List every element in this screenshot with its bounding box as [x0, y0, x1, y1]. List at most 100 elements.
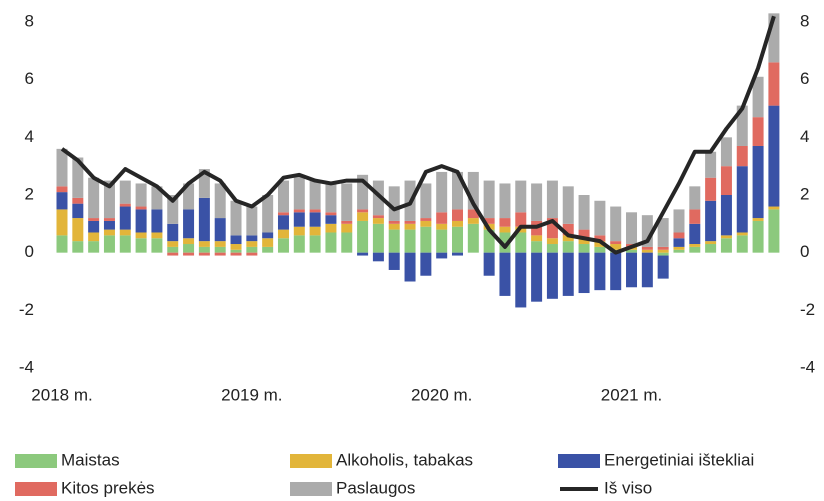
bar-segment — [515, 252, 527, 308]
bar-segment — [277, 238, 289, 253]
bar-segment — [641, 246, 653, 250]
bar-segment — [420, 218, 432, 221]
y2-tick-label: 6 — [800, 69, 809, 88]
bar-segment — [436, 252, 448, 259]
bar-segment — [135, 183, 147, 207]
bar-segment — [768, 209, 780, 253]
y2-tick-label: -4 — [800, 357, 815, 376]
bar-segment — [594, 252, 606, 291]
bar-segment — [167, 246, 179, 253]
bar-segment — [325, 215, 337, 224]
bar-segment — [404, 223, 416, 230]
bar-segment — [689, 223, 701, 245]
bar-segment — [88, 232, 100, 242]
bar-segment — [325, 183, 337, 213]
bar-segment — [436, 212, 448, 224]
bar-segment — [641, 252, 653, 288]
bar-segment — [673, 232, 685, 239]
x-tick-label: 2020 m. — [411, 385, 472, 404]
bar-segment — [72, 197, 84, 204]
bar-segment — [562, 241, 574, 253]
bar-segment — [452, 226, 463, 253]
legend-label: Maistas — [61, 450, 120, 469]
y-tick-label: 2 — [25, 184, 34, 203]
bar-segment — [578, 252, 590, 294]
bar-segment — [135, 206, 147, 210]
bar-segment — [467, 209, 479, 219]
bar-segment — [183, 238, 195, 245]
y2-tick-label: 4 — [800, 127, 809, 146]
bar-segment — [720, 166, 732, 195]
bar-segment — [230, 249, 242, 253]
bar-segment — [214, 218, 226, 242]
bar-segment — [578, 229, 590, 239]
bar-segment — [515, 212, 527, 227]
bar-segment — [167, 241, 179, 247]
bar-segment — [357, 212, 369, 221]
legend-swatch — [15, 454, 57, 468]
y2-tick-label: 0 — [800, 242, 809, 261]
bar-segment — [546, 252, 558, 299]
bar-segment — [562, 223, 574, 236]
bar-segment — [372, 218, 384, 224]
bar-segment — [372, 252, 384, 262]
bar-segment — [56, 235, 68, 253]
bar-segment — [293, 174, 305, 210]
bar-segment — [641, 249, 653, 253]
bar-segment — [578, 238, 590, 245]
bar-segment — [720, 235, 732, 239]
bar-segment — [309, 209, 321, 213]
bar-segment — [689, 209, 701, 224]
bar-segment — [689, 186, 701, 210]
bar-segment — [610, 252, 622, 291]
y-tick-label: 0 — [25, 242, 34, 261]
bar-segment — [752, 218, 764, 221]
bar-segment — [198, 197, 210, 242]
bar-segment — [499, 252, 511, 296]
bar-segment — [705, 177, 717, 201]
bar-segment — [246, 252, 258, 256]
bar-segment — [594, 241, 606, 247]
bar-segment — [388, 252, 400, 270]
bar-segment — [657, 218, 669, 247]
bar-segment — [705, 244, 717, 253]
bar-segment — [436, 229, 448, 253]
bar-segment — [167, 223, 179, 242]
bar-segment — [531, 252, 543, 302]
legend-label: Alkoholis, tabakas — [336, 450, 473, 469]
bar-segment — [135, 209, 147, 233]
bar-segment — [420, 252, 432, 276]
bar-segment — [673, 246, 685, 250]
bar-segment — [752, 117, 764, 146]
bar-segment — [752, 145, 764, 219]
bar-segment — [436, 171, 448, 213]
total-line — [60, 15, 776, 255]
bar-segment — [499, 183, 511, 219]
bar-segment — [562, 235, 574, 242]
bar-segment — [214, 183, 226, 219]
bar-segment — [578, 244, 590, 253]
bar-segment — [88, 220, 100, 233]
bar-segment — [372, 223, 384, 253]
bar-segment — [262, 232, 274, 239]
bar-segment — [230, 244, 242, 250]
bar-segment — [657, 249, 669, 253]
bar-segment — [357, 209, 369, 213]
bar-segment — [357, 220, 369, 253]
bar-segment — [372, 180, 384, 216]
bar-segment — [246, 241, 258, 247]
bar-segment — [720, 137, 732, 167]
bar-segment — [768, 13, 780, 63]
legend-label: Energetiniai ištekliai — [604, 450, 754, 469]
bar-segment — [72, 157, 84, 198]
bar-segment — [641, 215, 653, 247]
bar-segment — [388, 229, 400, 253]
bar-segment — [230, 200, 242, 236]
bar-segment — [103, 229, 115, 236]
bar-segment — [705, 241, 717, 245]
bar-segment — [88, 241, 100, 253]
bar-segment — [372, 215, 384, 219]
bar-segment — [673, 238, 685, 247]
bar-segment — [515, 180, 527, 213]
